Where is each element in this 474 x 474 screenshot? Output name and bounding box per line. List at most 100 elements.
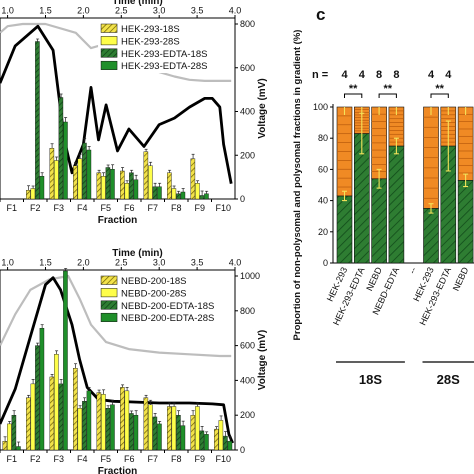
fraction-tick-label: F3 bbox=[53, 203, 64, 213]
y-tick-label: 100 bbox=[313, 102, 328, 112]
time-tick-label: 1.5 bbox=[39, 258, 52, 268]
bar-nebd-200-18s bbox=[2, 441, 8, 451]
fraction-axis-title: Fraction bbox=[98, 215, 137, 226]
legend-box bbox=[98, 21, 215, 73]
voltage-tick-label: 600 bbox=[240, 63, 255, 73]
time-axis-title: Time (min) bbox=[112, 248, 162, 259]
voltage-tick-label: 200 bbox=[240, 150, 255, 160]
bar-hek-293-18s bbox=[143, 151, 149, 200]
voltage-tick-label: 1000 bbox=[240, 271, 260, 281]
fraction-tick-label: F9 bbox=[194, 454, 205, 464]
fraction-tick-label: F1 bbox=[6, 454, 17, 464]
bar-nebd-200-edta-18s bbox=[176, 415, 181, 451]
bar-nebd-200-18s bbox=[143, 397, 149, 451]
bar-hek-293-edta-28s bbox=[133, 179, 139, 200]
bar-hek-293-edta-28s bbox=[180, 191, 186, 200]
y-tick-label: 20 bbox=[318, 227, 328, 237]
fraction-tick-label: F6 bbox=[124, 203, 135, 213]
y-axis-title: Proportion of non-polysomal and polysoma… bbox=[292, 30, 303, 341]
bar-non-polysomal bbox=[336, 195, 353, 264]
significance-bracket bbox=[378, 93, 397, 98]
bar-nebd-200-18s bbox=[120, 387, 125, 451]
bar-nebd-200-28s bbox=[30, 383, 36, 451]
time-tick-label: 2.5 bbox=[115, 258, 128, 268]
bar-hek-293-18s bbox=[190, 158, 196, 200]
legend-swatch bbox=[100, 312, 118, 322]
n-value: 4 bbox=[445, 69, 452, 81]
legend-label: HEK-293-EDTA-28S bbox=[121, 61, 207, 72]
bar-hek-293-edta-28s bbox=[63, 121, 68, 200]
y-tick-label: 60 bbox=[318, 164, 328, 174]
time-tick-label: 2.5 bbox=[115, 6, 128, 16]
legend-label: HEK-293-EDTA-18S bbox=[121, 49, 207, 60]
y-tick-label: 40 bbox=[318, 196, 328, 206]
voltage-trace-black bbox=[0, 276, 234, 444]
bar-nebd-200-18s bbox=[73, 368, 78, 451]
bar-hek-293-18s bbox=[167, 172, 172, 200]
group-label: 18S bbox=[359, 372, 382, 387]
n-value: 8 bbox=[393, 69, 399, 81]
legend-swatch bbox=[100, 300, 118, 310]
fraction-tick-label: F8 bbox=[171, 454, 182, 464]
voltage-tick-label: 0 bbox=[240, 194, 245, 204]
bar-hek-293-edta-18s bbox=[152, 186, 158, 200]
significance-marker: ** bbox=[349, 83, 358, 95]
fraction-tick-label: F7 bbox=[147, 454, 158, 464]
bar-hek-293-edta-18s bbox=[199, 195, 205, 200]
bar-nebd-200-18s bbox=[167, 406, 172, 451]
bar-nebd-200-edta-28s bbox=[86, 390, 92, 451]
legend-label: HEK-293-28S bbox=[121, 36, 180, 47]
bar-hek-293-edta-18s bbox=[129, 172, 134, 200]
bar-nebd-200-18s bbox=[190, 415, 196, 451]
time-tick-label: 2.0 bbox=[77, 6, 90, 16]
legend-label: NEBD-200-28S bbox=[121, 288, 186, 299]
bar-nebd-200-28s bbox=[7, 423, 12, 451]
time-tick-label: 4.0 bbox=[229, 258, 242, 268]
bar-hek-293-28s bbox=[148, 165, 153, 200]
y-tick-label: 80 bbox=[318, 133, 328, 143]
fraction-tick-label: F10 bbox=[215, 203, 231, 213]
bar-nebd-200-28s bbox=[101, 394, 106, 451]
voltage-axis-title: Voltage (mV) bbox=[257, 330, 268, 390]
fraction-tick-label: F3 bbox=[53, 454, 64, 464]
voltage-tick-label: 400 bbox=[240, 107, 255, 117]
fraction-tick-label: F4 bbox=[77, 454, 88, 464]
bar-hek-293-28s bbox=[195, 183, 200, 200]
bar-nebd-200-edta-18s bbox=[223, 435, 228, 451]
legend-label: NEBD-200-EDTA-18S bbox=[121, 301, 214, 312]
time-tick-label: 3.0 bbox=[153, 258, 166, 268]
bar-nebd-200-edta-28s bbox=[227, 441, 233, 451]
fraction-tick-label: F8 bbox=[171, 203, 182, 213]
time-tick-label: 3.5 bbox=[191, 258, 204, 268]
fraction-tick-label: F10 bbox=[215, 454, 231, 464]
bar-nebd-200-edta-28s bbox=[180, 425, 186, 451]
group-label: 28S bbox=[437, 372, 460, 387]
time-tick-label: 2.0 bbox=[77, 258, 90, 268]
significance-marker: ** bbox=[383, 83, 392, 95]
bar-non-polysomal bbox=[423, 208, 439, 264]
voltage-tick-label: 800 bbox=[240, 306, 255, 316]
panel-label: c bbox=[316, 5, 325, 24]
fraction-tick-label: F6 bbox=[124, 454, 135, 464]
bar-non-polysomal bbox=[457, 180, 474, 264]
legend-label: HEK-293-18S bbox=[121, 24, 180, 35]
significance-bracket bbox=[430, 93, 449, 98]
bar-hek-293-edta-18s bbox=[35, 41, 40, 200]
bar-nebd-200-edta-18s bbox=[82, 401, 87, 451]
bar-nebd-200-18s bbox=[96, 392, 102, 451]
bar-nebd-200-18s bbox=[214, 428, 219, 451]
bar-nebd-200-28s bbox=[195, 406, 200, 451]
bar-nebd-200-28s bbox=[54, 354, 59, 451]
bar-nebd-200-edta-28s bbox=[133, 415, 139, 451]
legend-swatch bbox=[100, 48, 118, 58]
category-label: NEBD bbox=[451, 265, 471, 292]
fraction-tick-label: F2 bbox=[30, 203, 41, 213]
bar-hek-293-28s bbox=[124, 183, 130, 200]
voltage-tick-label: 800 bbox=[240, 19, 255, 29]
bar-nebd-200-18s bbox=[49, 376, 55, 451]
fraction-tick-label: F9 bbox=[194, 203, 205, 213]
bar-hek-293-18s bbox=[96, 172, 102, 200]
time-tick-label: 1.5 bbox=[39, 6, 52, 16]
n-value: 4 bbox=[341, 69, 348, 81]
bar-hek-293-18s bbox=[26, 190, 31, 200]
